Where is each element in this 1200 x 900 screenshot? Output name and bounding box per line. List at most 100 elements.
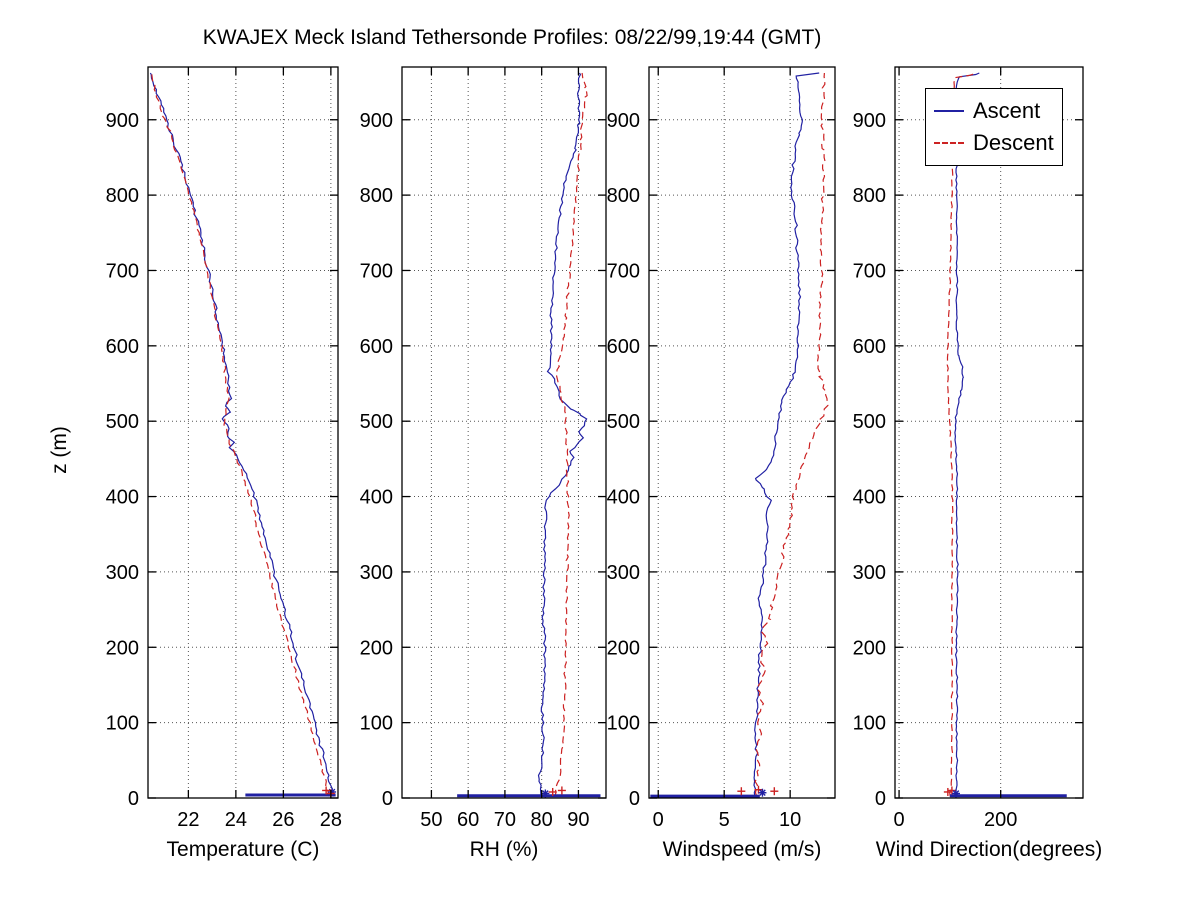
ascent-legend-label: Ascent [973, 97, 1041, 123]
temperature-ytick-label-900: 900 [106, 110, 139, 132]
temperature-ytick-label-100: 100 [106, 713, 139, 735]
z-axis-label: z (m) [48, 426, 71, 474]
rh-ytick-label-300: 300 [360, 562, 393, 584]
descent-line-sample [934, 142, 964, 145]
panel-wind-direction: 0 200 0 100 200 300 400 500 600 700 800 900 [853, 66, 1084, 831]
wind-direction-ytick-label-500: 500 [853, 411, 886, 433]
windspeed-xtick-label-0: 0 [653, 809, 664, 831]
wind-direction-ascent-marker-star [951, 789, 960, 798]
windspeed-xtick-label-10: 10 [779, 809, 801, 831]
windspeed-descent-marker-plus [737, 787, 746, 796]
rh-ytick-label-600: 600 [360, 336, 393, 358]
windspeed-ytick-label-500: 500 [607, 411, 640, 433]
wind-direction-ytick-label-800: 800 [853, 185, 886, 207]
wind-direction-gridlines [895, 67, 1083, 798]
windspeed-ascent-marker-star [758, 788, 767, 797]
rh-ascent-line [537, 72, 588, 797]
wind-direction-descent-marker-plus [947, 786, 956, 795]
rh-descent-marker-plus [557, 786, 566, 795]
wind-direction-ascent-line [954, 72, 980, 797]
temperature-tick-marks [148, 67, 338, 799]
wind-direction-ytick-label-900: 900 [853, 110, 886, 132]
wind-direction-xtick-label-200: 200 [984, 809, 1017, 831]
temperature-ascent-line [149, 72, 335, 797]
temperature-axes-box [147, 66, 339, 799]
rh-axis-label: RH (%) [469, 838, 539, 861]
rh-ytick-label-400: 400 [360, 487, 393, 509]
windspeed-ytick-label-200: 200 [607, 637, 640, 659]
temperature-ytick-label-400: 400 [106, 487, 139, 509]
temperature-gridlines [148, 67, 338, 798]
wind-direction-descent-line [946, 72, 977, 797]
panel-temperature: 22 24 26 28 0 100 200 300 400 500 600 700 800 900 [106, 66, 342, 831]
wind-direction-ytick-label-300: 300 [853, 562, 886, 584]
wind-direction-ytick-label-700: 700 [853, 260, 886, 282]
rh-tick-marks [402, 67, 606, 799]
temperature-axis-label: Temperature (C) [166, 838, 320, 861]
windspeed-ytick-label-0: 0 [629, 788, 640, 810]
windspeed-descent-marker-plus [770, 787, 779, 796]
windspeed-axes-box [648, 66, 836, 799]
rh-xtick-label-70: 70 [494, 809, 516, 831]
rh-ytick-label-100: 100 [360, 713, 393, 735]
windspeed-axis-label: Windspeed (m/s) [662, 838, 822, 861]
descent-legend-label: Descent [973, 130, 1054, 156]
windspeed-ascent-line [753, 72, 820, 797]
legend-entry-descent: Descent [926, 132, 1062, 154]
windspeed-ytick-label-300: 300 [607, 562, 640, 584]
windspeed-ytick-label-600: 600 [607, 336, 640, 358]
windspeed-xtick-label-5: 5 [719, 809, 730, 831]
temperature-xtick-label-28: 28 [320, 809, 342, 831]
temperature-ytick-label-600: 600 [106, 336, 139, 358]
rh-ytick-label-900: 900 [360, 110, 393, 132]
rh-ytick-label-200: 200 [360, 637, 393, 659]
rh-ytick-label-800: 800 [360, 185, 393, 207]
temperature-ytick-label-500: 500 [106, 411, 139, 433]
legend-entry-ascent: Ascent [926, 97, 1062, 123]
wind-direction-axes-box [894, 66, 1084, 799]
temperature-xtick-label-22: 22 [177, 809, 199, 831]
rh-xtick-label-90: 90 [567, 809, 589, 831]
temperature-ytick-label-800: 800 [106, 185, 139, 207]
temperature-xtick-label-24: 24 [225, 809, 247, 831]
windspeed-ytick-label-900: 900 [607, 110, 640, 132]
figure-title: KWAJEX Meck Island Tethersonde Profiles:… [202, 26, 822, 49]
temperature-ytick-label-300: 300 [106, 562, 139, 584]
rh-xtick-label-80: 80 [531, 809, 553, 831]
wind-direction-tick-marks [895, 67, 1083, 799]
rh-gridlines [402, 67, 606, 798]
temperature-descent-line [149, 72, 330, 797]
legend-box: Ascent Descent [925, 88, 1063, 166]
temperature-descent-marker-plus [322, 786, 331, 795]
windspeed-descent-line [754, 72, 829, 797]
wind-direction-ytick-label-0: 0 [875, 788, 886, 810]
windspeed-ytick-label-100: 100 [607, 713, 640, 735]
windspeed-tick-marks [649, 67, 835, 799]
wind-direction-descent-marker-plus [943, 787, 952, 796]
ascent-line-sample [934, 109, 964, 112]
wind-direction-ytick-label-100: 100 [853, 713, 886, 735]
rh-descent-marker-plus [548, 787, 557, 796]
rh-ytick-label-700: 700 [360, 260, 393, 282]
wind-direction-axis-label: Wind Direction(degrees) [875, 838, 1103, 861]
wind-direction-ytick-label-400: 400 [853, 487, 886, 509]
windspeed-ytick-label-700: 700 [607, 260, 640, 282]
wind-direction-ytick-label-600: 600 [853, 336, 886, 358]
rh-xtick-label-60: 60 [457, 809, 479, 831]
rh-ytick-label-500: 500 [360, 411, 393, 433]
windspeed-gridlines [649, 67, 835, 798]
rh-axes-box [401, 66, 607, 799]
windspeed-ytick-label-800: 800 [607, 185, 640, 207]
wind-direction-xtick-label-0: 0 [894, 809, 905, 831]
rh-xtick-label-50: 50 [420, 809, 442, 831]
temperature-ascent-marker-star [328, 787, 337, 796]
rh-ytick-label-0: 0 [382, 788, 393, 810]
temperature-ytick-label-0: 0 [128, 788, 139, 810]
rh-descent-line [553, 72, 588, 797]
temperature-xtick-label-26: 26 [272, 809, 294, 831]
temperature-ytick-label-700: 700 [106, 260, 139, 282]
temperature-ytick-label-200: 200 [106, 637, 139, 659]
